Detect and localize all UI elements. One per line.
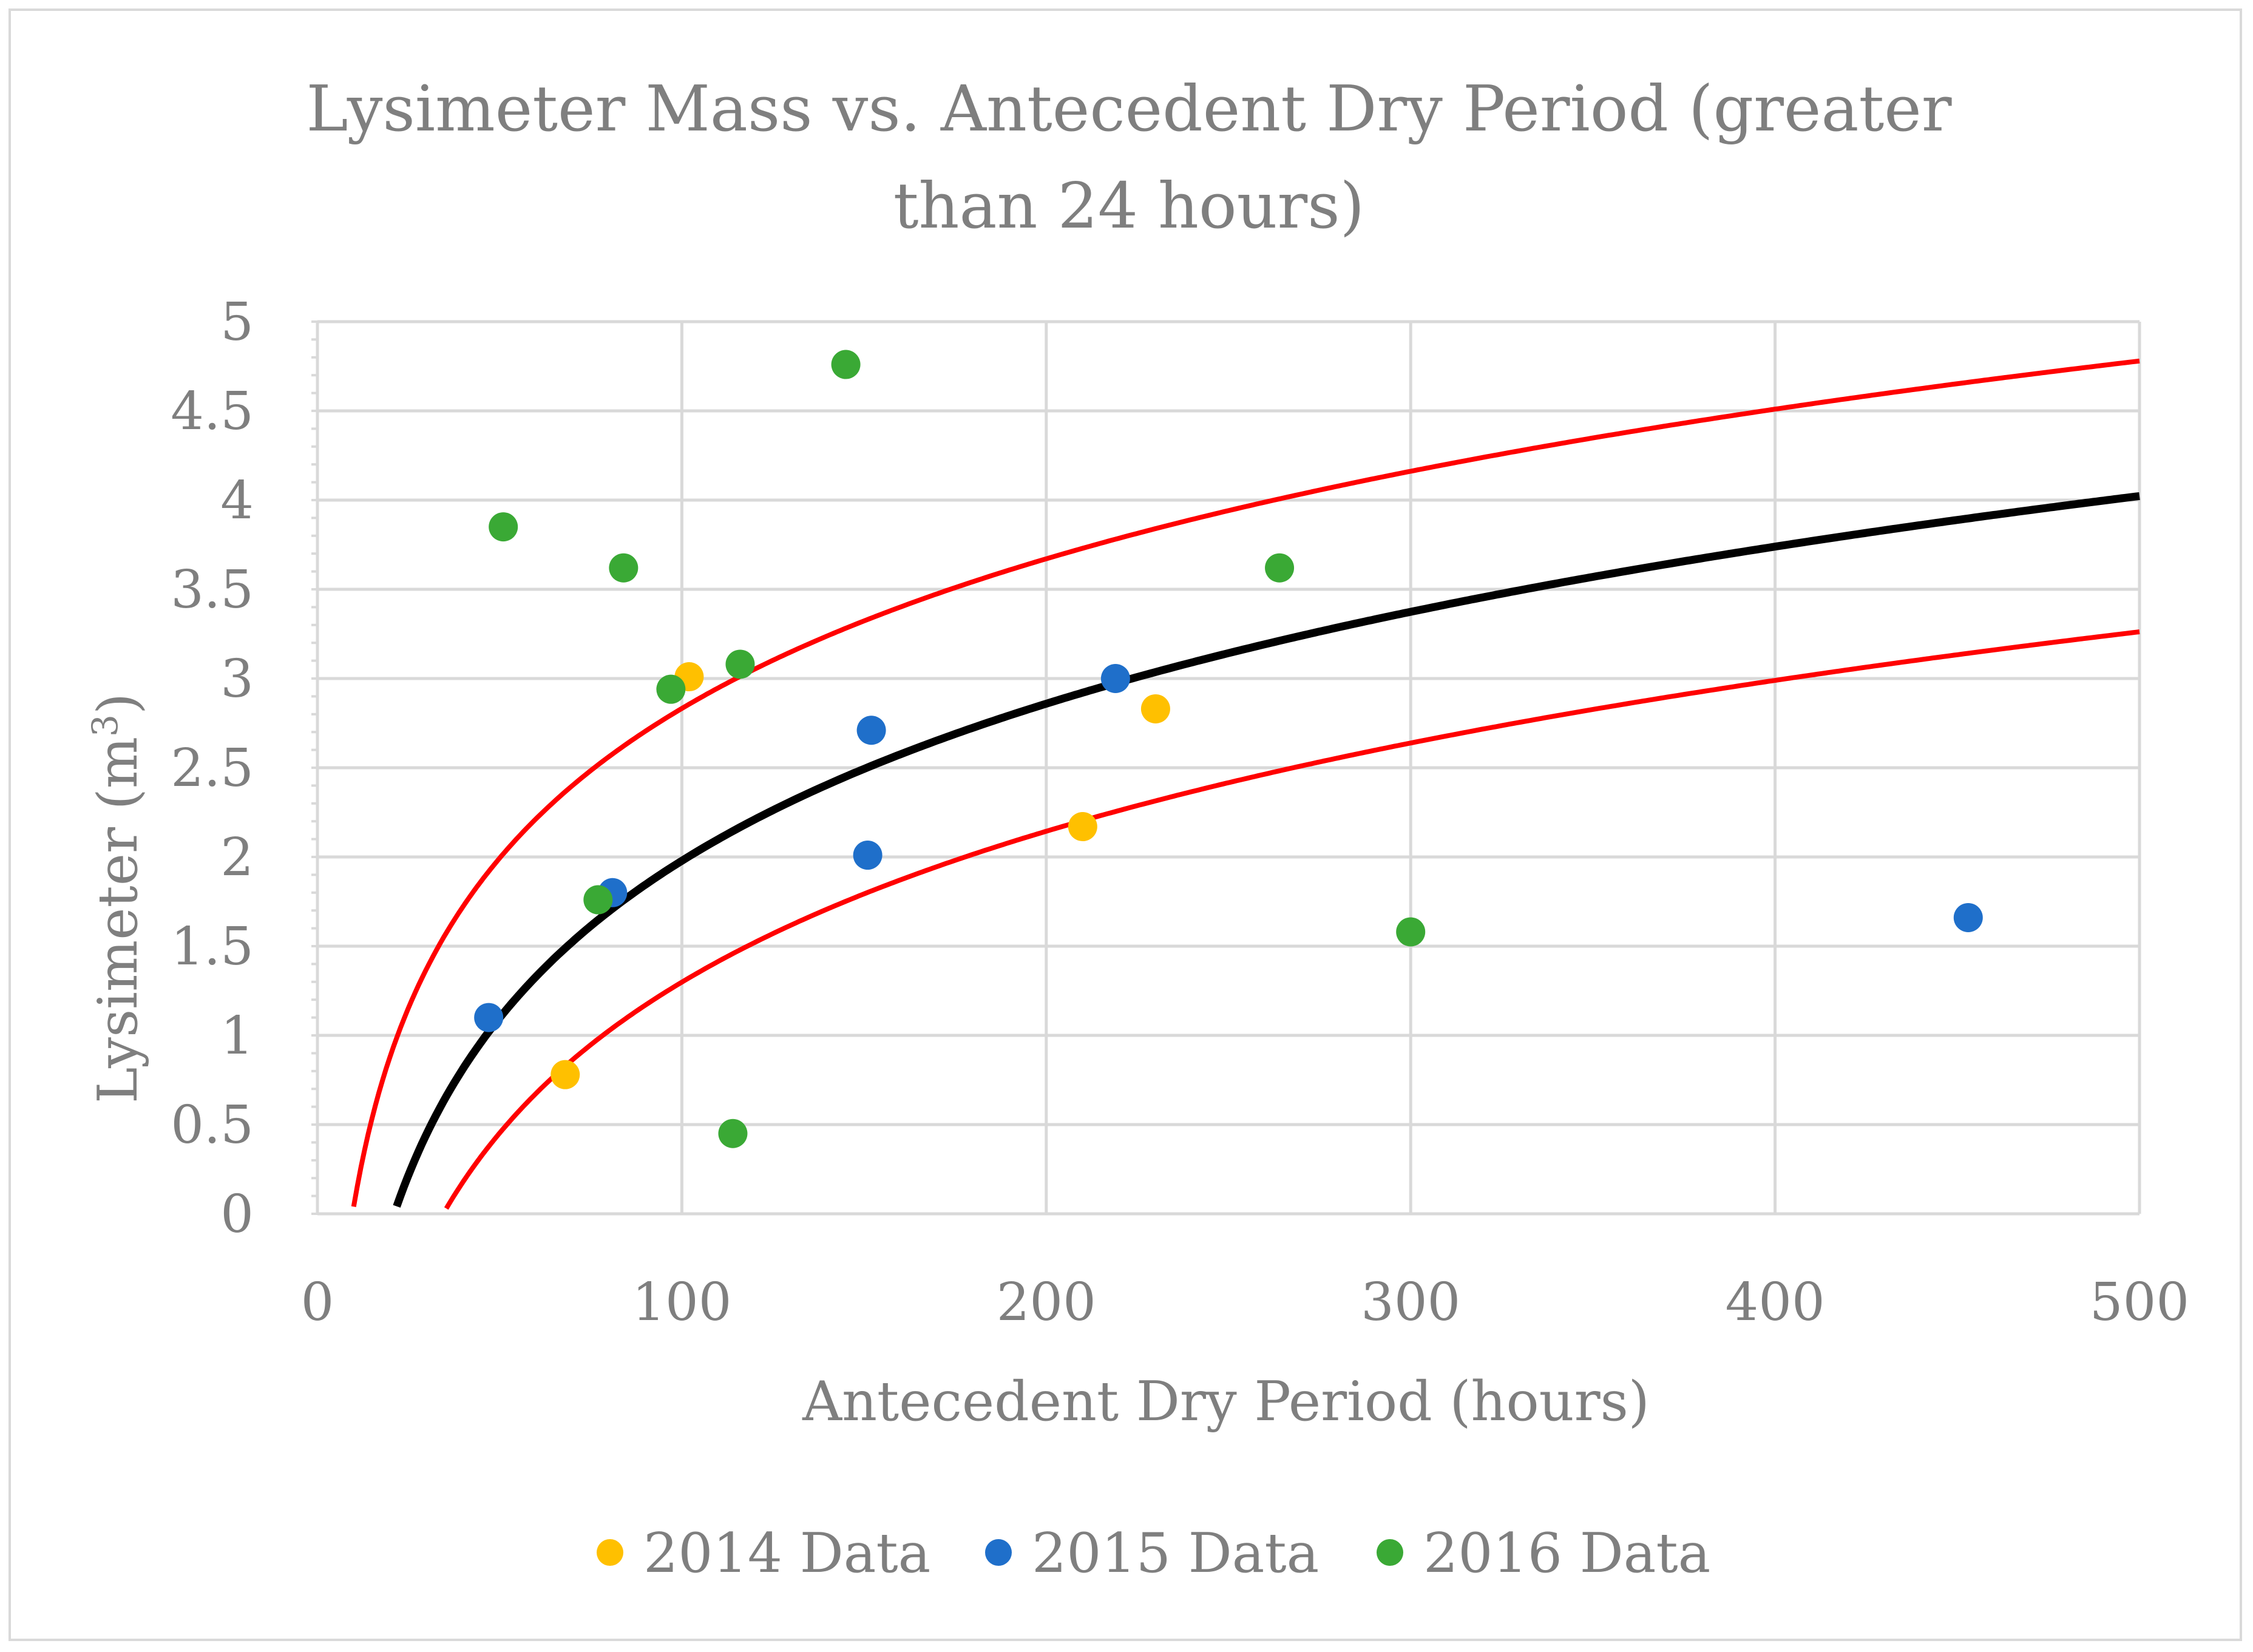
y-tick-label: 2.5 <box>171 738 254 799</box>
y-tick-label: 4 <box>220 470 254 531</box>
legend-marker-2016-data <box>1377 1539 1403 1566</box>
x-axis-ticks: 0 100 200 300 400 500 <box>301 1272 2189 1333</box>
y-tick-label: 1 <box>220 1006 254 1066</box>
x-tick-label: 100 <box>632 1272 731 1333</box>
2016-data-point <box>831 350 861 379</box>
2014-data-point <box>1068 812 1097 842</box>
y-tick-label: 0 <box>220 1184 254 1245</box>
y-axis-label-main: Lysimeter (m <box>86 737 150 1103</box>
x-tick-label: 200 <box>997 1272 1096 1333</box>
2015-data-point <box>853 841 883 870</box>
2016-data-point <box>656 674 686 704</box>
y-tick-label: 2 <box>220 827 254 888</box>
2016-data-point <box>718 1119 748 1148</box>
legend: 2014 Data 2015 Data 2016 Data <box>597 1522 1710 1585</box>
2015-data-point <box>1953 902 1983 932</box>
chart-title-line-1: Lysimeter Mass vs. Antecedent Dry Period… <box>306 72 1951 146</box>
2015-data-point <box>856 716 886 745</box>
data-points <box>474 350 1983 1148</box>
x-tick-label: 0 <box>301 1272 334 1333</box>
y-tick-label: 0.5 <box>171 1095 254 1156</box>
chart-title: Lysimeter Mass vs. Antecedent Dry Period… <box>306 72 1951 243</box>
y-tick-label: 1.5 <box>171 916 254 977</box>
y-axis-label-superscript: 3 <box>84 714 126 737</box>
x-axis-label: Antecedent Dry Period (hours) <box>802 1370 1650 1434</box>
y-tick-label: 4.5 <box>171 381 254 442</box>
y-axis-label-end: ) <box>86 693 150 714</box>
y-axis-ticks: 0 0.5 1 1.5 2 2.5 3 3.5 4 4.5 5 <box>171 292 254 1245</box>
legend-label-2015-data: 2015 Data <box>1032 1522 1319 1585</box>
legend-marker-2014-data <box>597 1539 623 1566</box>
2015-data-point <box>474 1003 504 1032</box>
x-tick-label: 400 <box>1726 1272 1825 1333</box>
2016-data-point <box>1265 553 1295 583</box>
fit-curve <box>393 492 2140 1208</box>
trend-curves <box>351 358 2140 1210</box>
2016-data-point <box>583 885 613 915</box>
y-axis-label: Lysimeter (m3) <box>84 693 150 1103</box>
x-tick-label: 300 <box>1361 1272 1460 1333</box>
lower-bound-curve <box>444 629 2140 1210</box>
y-tick-label: 3.5 <box>171 560 254 620</box>
x-tick-label: 500 <box>2090 1272 2189 1333</box>
2014-data-point <box>1140 694 1170 723</box>
2016-data-point <box>725 649 755 679</box>
plot-grid <box>311 320 2141 1216</box>
y-tick-label: 3 <box>220 649 254 709</box>
2016-data-point <box>1396 917 1426 947</box>
legend-label-2016-data: 2016 Data <box>1423 1522 1710 1585</box>
legend-label-2014-data: 2014 Data <box>643 1522 930 1585</box>
2016-data-point <box>609 553 639 583</box>
2014-data-point <box>551 1060 580 1089</box>
chart-frame <box>8 8 2242 1641</box>
legend-marker-2015-data <box>985 1539 1012 1566</box>
y-tick-label: 5 <box>220 292 254 353</box>
2015-data-point <box>1100 664 1130 693</box>
chart-title-line-2: than 24 hours) <box>893 169 1364 243</box>
upper-bound-curve <box>351 358 2140 1207</box>
2016-data-point <box>489 512 518 542</box>
